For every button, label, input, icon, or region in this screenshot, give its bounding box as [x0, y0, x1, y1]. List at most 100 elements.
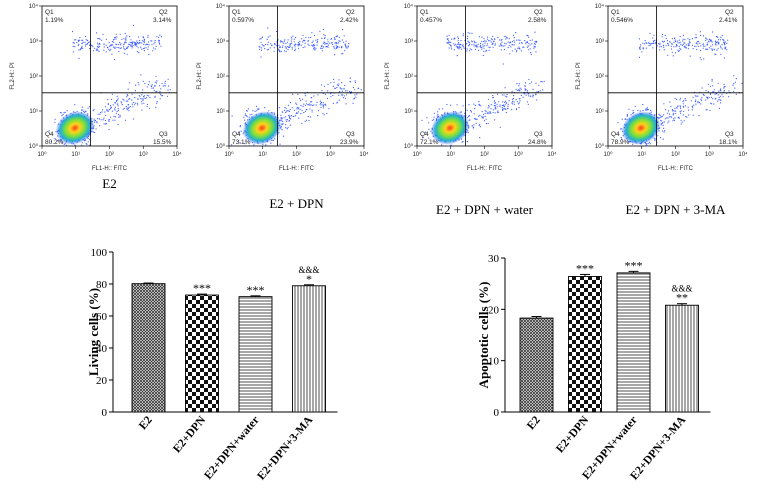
scatter-dot [514, 41, 516, 43]
scatter-dot [693, 104, 695, 106]
scatter-dot [660, 46, 663, 48]
x-tick-label: 10² [105, 152, 114, 158]
bar-E2 [131, 283, 166, 413]
scatter-dot [124, 119, 126, 121]
scatter-dot [710, 40, 712, 43]
scatter-dot [511, 44, 514, 46]
scatter-dot [505, 111, 507, 114]
scatter-dot [244, 113, 246, 115]
scatter-dot [617, 122, 619, 124]
scatter-dot [458, 47, 460, 49]
scatter-dot [462, 105, 464, 107]
scatter-dot [673, 41, 675, 44]
scatter-dot [468, 115, 470, 117]
scatter-dot [136, 40, 138, 42]
scatter-dot [326, 97, 329, 100]
scatter-dot [484, 42, 486, 44]
scatter-dot [699, 31, 702, 33]
x-tick-label: 10⁰ [603, 151, 613, 158]
scatter-dot [433, 116, 435, 118]
scatter-dot [513, 39, 515, 41]
scatter-dot [334, 42, 336, 44]
scatter-dot [652, 37, 654, 39]
scatter-dot [488, 40, 490, 42]
scatter-dot [323, 107, 325, 109]
scatter-dot [114, 46, 116, 48]
y-tick-label: 10 [488, 356, 500, 368]
scatter-dot [487, 98, 489, 100]
scatter-dot [488, 105, 490, 107]
scatter-dot [81, 43, 83, 45]
scatter-dot [644, 40, 646, 42]
quadrant-q1-label: Q1 [45, 9, 54, 16]
scatter-dot [75, 39, 77, 41]
scatter-dot [675, 46, 677, 48]
scatter-dot [337, 85, 339, 87]
scatter-dot [316, 40, 319, 43]
scatter-dot [494, 112, 496, 114]
scatter-dot [111, 93, 113, 95]
scatter-dot [441, 144, 443, 146]
scatter-dot [150, 85, 152, 87]
scatter-dot [490, 112, 492, 114]
scatter-dot [313, 95, 315, 97]
scatter-dot [146, 103, 149, 105]
scatter-dot [138, 42, 140, 44]
scatter-dot [304, 42, 306, 44]
scatter-dot [534, 43, 536, 46]
scatter-dot [641, 51, 643, 53]
scatter-dot [325, 104, 327, 106]
scatter-dot [342, 52, 344, 55]
scatter-dot [338, 99, 340, 101]
scatter-dot [485, 118, 487, 120]
scatter-dot [470, 109, 472, 112]
scatter-dot [332, 94, 334, 97]
scatter-dot [669, 113, 671, 115]
scatter-dot [688, 40, 691, 42]
scatter-dot [620, 137, 622, 139]
scatter-dot [143, 50, 145, 52]
scatter-dot [679, 42, 681, 44]
y-tick-label: 0 [102, 407, 108, 419]
scatter-dot [674, 41, 677, 43]
scatter-dot [672, 114, 674, 116]
scatter-dot [154, 48, 156, 50]
scatter-dot [301, 109, 303, 112]
scatter-dot [155, 82, 158, 84]
scatter-dot [287, 46, 289, 49]
scatter-dot [685, 44, 687, 46]
scatter-dot [529, 44, 531, 46]
scatter-dot [488, 113, 490, 115]
scatter-dot [663, 40, 666, 43]
scatter-dot [66, 110, 68, 112]
scatter-dot [293, 109, 295, 111]
scatter-dot [692, 47, 694, 50]
scatter-dot [706, 44, 709, 46]
scatter-dot [300, 105, 302, 107]
scatter-dot [493, 109, 495, 111]
scatter-dot [305, 119, 308, 121]
scatter-dot [668, 120, 670, 122]
y-tick-label: 10⁰ [404, 143, 414, 150]
scatter-dot [118, 44, 120, 46]
scatter-dot [103, 46, 105, 48]
scatter-dot [297, 108, 299, 110]
scatter-dot [92, 131, 95, 133]
scatter-dot [682, 114, 684, 116]
scatter-dot [122, 98, 124, 100]
scatter-dot [478, 101, 480, 103]
scatter-dot [115, 43, 117, 46]
scatter-dot [707, 91, 709, 93]
scatter-dot [315, 47, 317, 49]
scatter-dot [648, 45, 650, 47]
scatter-dot [676, 98, 678, 100]
scatter-dot [338, 46, 340, 48]
scatter-dot [134, 90, 136, 92]
scatter-dot [694, 37, 696, 39]
scatter-dot [267, 44, 269, 46]
scatter-dot [63, 143, 65, 145]
scatter-dot [467, 32, 469, 34]
scatter-dot [502, 45, 504, 47]
scatter-dot [73, 39, 75, 41]
